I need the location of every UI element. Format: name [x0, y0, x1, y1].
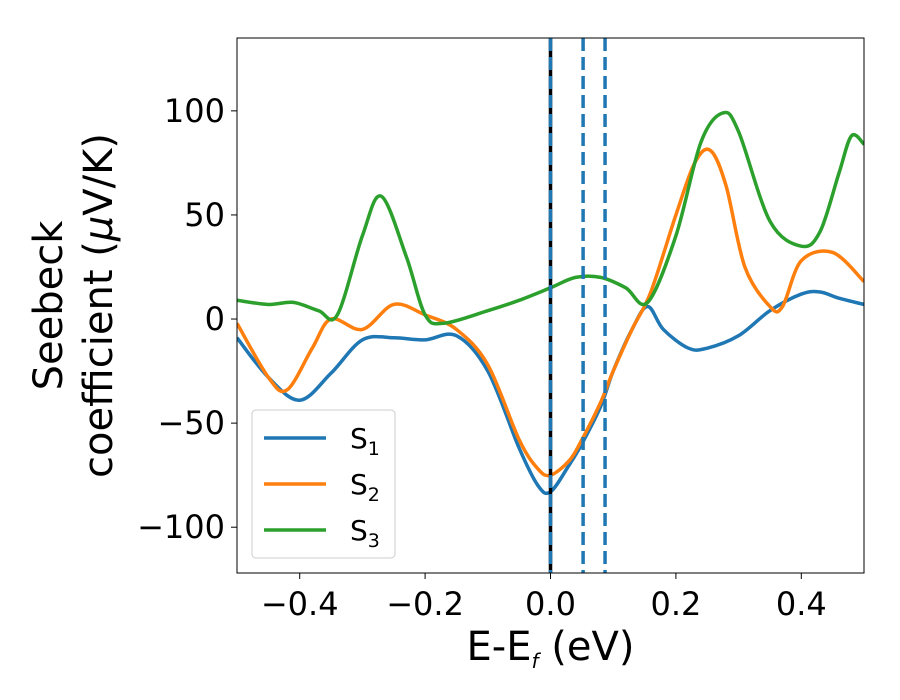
- x-axis-label: E-Ef (eV): [467, 624, 635, 673]
- y-tick-label: −50: [157, 404, 225, 442]
- x-tick-label: 0.0: [525, 585, 576, 623]
- x-tick-label: −0.4: [261, 585, 339, 623]
- svg-text:Seebeck: Seebeck: [26, 220, 72, 391]
- x-tick-label: 0.2: [650, 585, 701, 623]
- x-tick-label: 0.4: [776, 585, 827, 623]
- y-tick-label: 100: [164, 92, 225, 130]
- svg-text:coefficient (μV/K): coefficient (μV/K): [76, 133, 122, 478]
- y-axis-label: Seebeck coefficient (μV/K): [26, 133, 122, 478]
- legend-label-2: S2: [350, 468, 380, 506]
- y-tick-label: −100: [137, 508, 225, 546]
- series-line-3: [237, 110, 864, 326]
- legend: S1 S2 S3: [251, 409, 396, 559]
- x-tick-label: −0.2: [386, 585, 464, 623]
- legend-label-3: S3: [350, 514, 380, 552]
- y-tick-label: 0: [205, 300, 225, 338]
- y-tick-label: 50: [184, 196, 225, 234]
- legend-label-1: S1: [350, 422, 380, 460]
